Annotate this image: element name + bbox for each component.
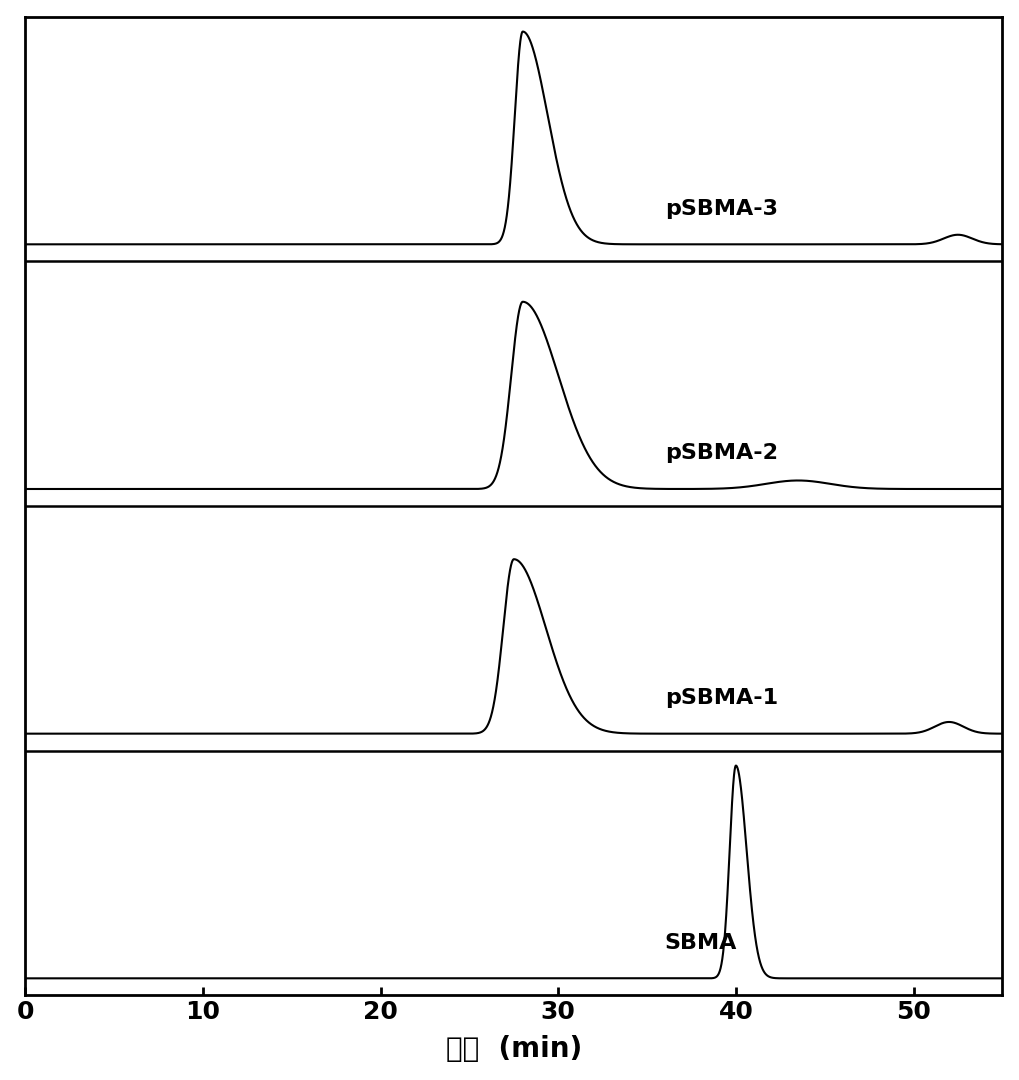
- X-axis label: 时间  (min): 时间 (min): [445, 1036, 582, 1064]
- Text: pSBMA-2: pSBMA-2: [664, 444, 777, 463]
- Text: SBMA: SBMA: [664, 933, 737, 953]
- Text: pSBMA-1: pSBMA-1: [664, 688, 777, 708]
- Text: pSBMA-3: pSBMA-3: [664, 199, 777, 219]
